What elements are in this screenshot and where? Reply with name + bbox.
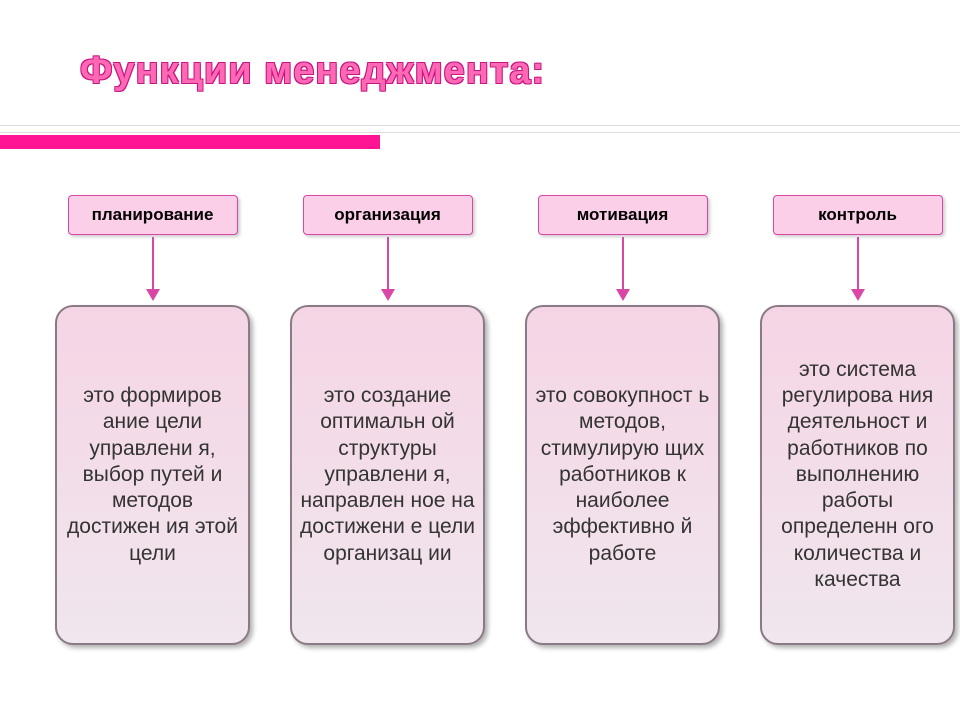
arrow-head-icon [616, 289, 630, 301]
function-column: контроль это система регулирова ния деят… [760, 195, 955, 645]
function-label: мотивация [538, 195, 708, 235]
function-column: организация это создание оптимальн ой ст… [290, 195, 485, 645]
arrow-head-icon [851, 289, 865, 301]
function-description: это создание оптимальн ой структуры упра… [290, 305, 485, 645]
arrow-line [857, 237, 859, 289]
function-label: планирование [68, 195, 238, 235]
slide-title: Функции менеджмента: [80, 50, 545, 93]
arrow [381, 235, 395, 305]
functions-row: планирование это формиров ание цели упра… [55, 195, 955, 645]
function-description: это совокупност ь методов, стимулирую щи… [525, 305, 720, 645]
arrow [616, 235, 630, 305]
arrow-line [152, 237, 154, 289]
arrow [851, 235, 865, 305]
function-column: мотивация это совокупност ь методов, сти… [525, 195, 720, 645]
function-column: планирование это формиров ание цели упра… [55, 195, 250, 645]
header-divider [0, 125, 960, 149]
function-label: контроль [773, 195, 943, 235]
function-description: это система регулирова ния деятельност и… [760, 305, 955, 645]
arrow [146, 235, 160, 305]
arrow-line [622, 237, 624, 289]
arrow-line [387, 237, 389, 289]
arrow-head-icon [146, 289, 160, 301]
divider-pink-bar [0, 135, 380, 149]
divider-white-line [0, 125, 960, 133]
arrow-head-icon [381, 289, 395, 301]
function-label: организация [303, 195, 473, 235]
function-description: это формиров ание цели управлени я, выбо… [55, 305, 250, 645]
